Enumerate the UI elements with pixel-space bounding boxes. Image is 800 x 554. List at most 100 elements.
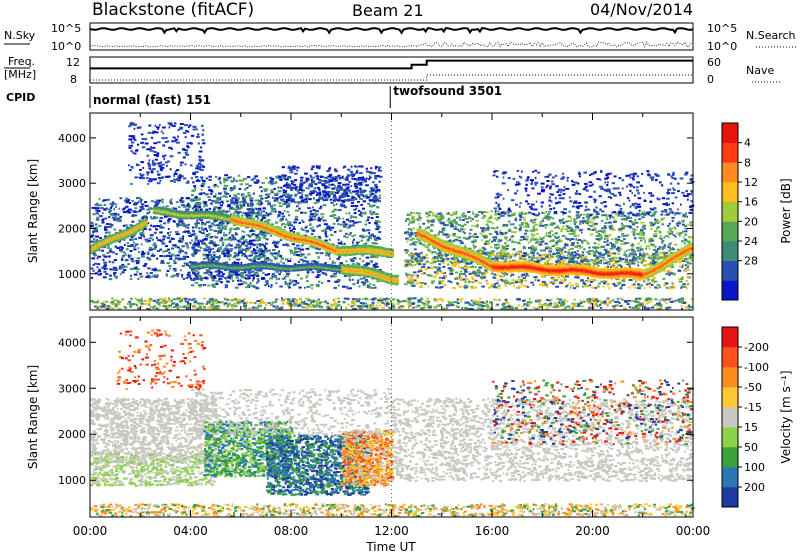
heatmap-cell bbox=[121, 267, 124, 269]
heatmap-cell bbox=[97, 256, 101, 258]
heatmap-cell bbox=[257, 270, 259, 272]
heatmap-cell bbox=[197, 179, 199, 181]
heatmap-cell bbox=[104, 227, 107, 229]
heatmap-cell bbox=[165, 205, 168, 207]
heatmap-cell bbox=[106, 207, 108, 209]
heatmap-cell bbox=[203, 206, 205, 208]
heatmap-cell bbox=[175, 231, 179, 233]
heatmap-cell bbox=[136, 164, 138, 166]
heatmap-cell bbox=[142, 174, 144, 176]
heatmap-cell bbox=[139, 169, 142, 171]
heatmap-cell bbox=[122, 255, 125, 257]
heatmap-cell bbox=[154, 232, 157, 234]
heatmap-cell bbox=[91, 235, 94, 237]
heatmap-cell bbox=[101, 267, 104, 269]
heatmap-cell bbox=[140, 276, 143, 278]
heatmap-cell bbox=[120, 250, 123, 252]
heatmap-cell bbox=[135, 207, 138, 209]
heatmap-cell bbox=[194, 233, 196, 235]
heatmap-cell bbox=[130, 125, 132, 127]
heatmap-cell bbox=[141, 206, 143, 208]
heatmap-cell bbox=[187, 247, 190, 249]
heatmap-cell bbox=[199, 156, 201, 158]
heatmap-cell bbox=[176, 273, 180, 275]
heatmap-cell bbox=[99, 237, 102, 239]
heatmap-cell bbox=[105, 273, 108, 275]
heatmap-cell bbox=[162, 236, 166, 238]
heatmap-cell bbox=[173, 260, 176, 262]
heatmap-cell bbox=[129, 224, 132, 226]
heatmap-cell bbox=[139, 210, 142, 212]
heatmap-cell bbox=[221, 201, 224, 203]
heatmap-cell bbox=[202, 142, 205, 144]
heatmap-cell bbox=[164, 155, 167, 157]
heatmap-cell bbox=[130, 244, 133, 246]
heatmap-cell bbox=[109, 275, 112, 277]
heatmap-cell bbox=[153, 151, 155, 153]
heatmap-cell bbox=[144, 263, 147, 265]
heatmap-cell bbox=[195, 167, 198, 169]
heatmap-cell bbox=[115, 246, 118, 248]
heatmap-cell bbox=[152, 160, 154, 162]
heatmap-cell bbox=[193, 173, 196, 175]
power-panel: 1000200030004000 Slant Range [km] 481216… bbox=[26, 113, 793, 310]
heatmap-cell bbox=[141, 251, 144, 253]
heatmap-cell bbox=[121, 259, 123, 261]
heatmap-cell bbox=[244, 271, 246, 273]
heatmap-cell bbox=[174, 262, 177, 264]
cpid-segment-1: normal (fast) 151 bbox=[93, 93, 211, 107]
heatmap-cell bbox=[162, 164, 165, 166]
heatmap-cell bbox=[138, 220, 141, 222]
heatmap-cell bbox=[133, 260, 135, 262]
station-title: Blackstone (fitACF) bbox=[92, 0, 254, 20]
heatmap-cell bbox=[190, 142, 192, 144]
heatmap-cell bbox=[100, 207, 103, 209]
heatmap-cell bbox=[212, 251, 215, 253]
heatmap-cell bbox=[155, 228, 158, 230]
heatmap-cell bbox=[107, 252, 110, 254]
heatmap-cell bbox=[231, 234, 234, 236]
heatmap-cell bbox=[103, 259, 105, 261]
heatmap-cell bbox=[133, 248, 136, 250]
heatmap-cell bbox=[183, 256, 187, 258]
heatmap-cell bbox=[141, 256, 145, 258]
heatmap-cell bbox=[177, 129, 179, 131]
heatmap-cell bbox=[198, 143, 200, 145]
heatmap-cell bbox=[174, 255, 176, 257]
heatmap-cell bbox=[168, 147, 172, 149]
heatmap-cell bbox=[149, 178, 152, 180]
heatmap-cell bbox=[186, 252, 188, 254]
freq-trace bbox=[90, 61, 693, 69]
heatmap-cell bbox=[103, 262, 107, 264]
freq-tick-12: 12 bbox=[66, 56, 80, 69]
heatmap-cell bbox=[136, 271, 138, 273]
heatmap-cell bbox=[146, 272, 148, 274]
heatmap-cell bbox=[165, 141, 168, 143]
heatmap-cell bbox=[129, 239, 132, 241]
heatmap-cell bbox=[179, 238, 181, 240]
heatmap-cell bbox=[160, 168, 163, 170]
heatmap-cell bbox=[123, 252, 126, 254]
heatmap-cell bbox=[115, 253, 117, 255]
heatmap-cell bbox=[119, 216, 122, 218]
heatmap-cell bbox=[95, 223, 98, 225]
heatmap-cell bbox=[202, 129, 204, 131]
heatmap-cell bbox=[169, 258, 172, 260]
heatmap-cell bbox=[179, 250, 182, 252]
heatmap-cell bbox=[217, 227, 221, 229]
heatmap-cell bbox=[109, 211, 111, 213]
nsearch-label: N.Search bbox=[746, 29, 796, 42]
heatmap-cell bbox=[154, 246, 157, 248]
heatmap-cell bbox=[141, 203, 144, 205]
heatmap-cell bbox=[113, 208, 115, 210]
heatmap-cell bbox=[173, 175, 175, 177]
heatmap-cell bbox=[195, 128, 198, 130]
heatmap-cell bbox=[98, 270, 102, 272]
heatmap-cell bbox=[143, 233, 145, 235]
heatmap-cell bbox=[168, 252, 170, 254]
heatmap-cell bbox=[166, 255, 170, 257]
nave-label: Nave bbox=[746, 64, 774, 77]
heatmap-cell bbox=[153, 225, 157, 227]
heatmap-cell bbox=[169, 201, 172, 203]
heatmap-cell bbox=[137, 278, 139, 280]
